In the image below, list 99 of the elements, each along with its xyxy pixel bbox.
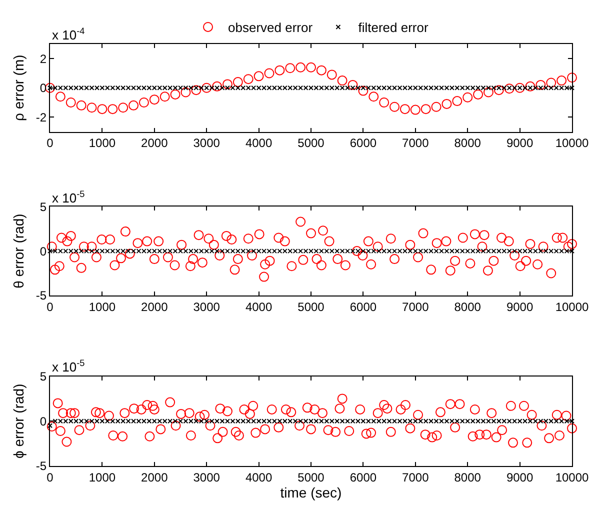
point	[556, 76, 567, 86]
x-tick-label: 10000	[555, 136, 590, 150]
point	[473, 89, 484, 100]
point	[348, 80, 358, 90]
x-tick-label: 9000	[506, 300, 534, 314]
point	[525, 81, 536, 92]
x-tick-label: 2000	[141, 136, 168, 150]
x-tick-label: 3000	[193, 300, 220, 314]
point	[326, 70, 337, 80]
y-tick-label: -2	[36, 110, 47, 124]
x-tick-label: 6000	[350, 300, 377, 314]
x-tick-label: 7000	[402, 300, 430, 314]
text: x 10$^{-5}$	[52, 189, 85, 206]
y-axis-title: ϕ error (rad)	[10, 384, 27, 459]
y-tick-label: 0	[40, 244, 47, 258]
x-tick-label: 5000	[298, 300, 325, 314]
x-tick-label: 2000	[141, 300, 168, 314]
x-tick-label: 8000	[454, 300, 482, 314]
point	[296, 62, 306, 72]
point	[222, 79, 232, 90]
x-tick-label: 3000	[193, 470, 220, 484]
point	[368, 92, 379, 102]
x-tick-label: 1000	[88, 470, 116, 484]
y-tick-label: -5	[36, 459, 47, 474]
point	[170, 89, 180, 100]
point	[45, 82, 55, 93]
point	[431, 102, 442, 112]
x-tick-label: 2000	[141, 470, 168, 484]
x-tick-label: 8000	[454, 136, 482, 150]
point	[118, 102, 128, 113]
point	[232, 77, 243, 88]
x-tick-label: 3000	[193, 136, 220, 150]
y-tick-label: 0	[40, 414, 47, 428]
point	[494, 85, 504, 96]
y-tick-label: -5	[36, 288, 47, 303]
x-tick-label: 9000	[506, 470, 534, 484]
point	[567, 72, 577, 83]
point	[442, 98, 452, 109]
point	[212, 81, 222, 92]
point	[202, 82, 212, 93]
point	[138, 98, 149, 108]
y-tick-label: 2	[40, 52, 47, 66]
point	[420, 104, 431, 114]
x-tick-label: 6000	[350, 470, 377, 484]
y-tick-label: 5	[40, 369, 47, 384]
point	[390, 102, 400, 112]
point	[483, 87, 494, 98]
point	[128, 100, 139, 110]
point	[306, 62, 316, 72]
point	[462, 92, 473, 102]
point	[514, 82, 525, 93]
text: x 10$^{-5}$	[52, 358, 85, 374]
point	[546, 78, 556, 88]
x-tick-label: 10000	[555, 470, 590, 484]
x-tick-label: 5000	[298, 470, 325, 484]
point	[504, 84, 514, 94]
point	[66, 98, 76, 108]
y-tick-label: 0	[40, 81, 47, 96]
point	[191, 85, 202, 96]
point	[180, 87, 191, 98]
point	[410, 104, 420, 115]
x-tick-label: 10000	[555, 300, 590, 314]
x-tick-label: 4000	[245, 136, 272, 150]
point	[254, 71, 264, 82]
x-tick-label: 8000	[454, 470, 482, 484]
y-axis-title: ρ error (m)	[10, 54, 27, 122]
x-tick-label: 1000	[88, 136, 116, 150]
point	[55, 92, 66, 102]
y-axis-title: θ error (rad)	[10, 214, 27, 288]
point	[358, 86, 368, 96]
x-tick-label: 5000	[298, 136, 325, 150]
point	[264, 68, 274, 78]
point	[337, 76, 348, 86]
point	[149, 94, 160, 105]
x-tick-label: 9000	[506, 136, 534, 150]
point	[76, 100, 86, 110]
x-tick-label: 6000	[350, 136, 377, 150]
point	[285, 63, 296, 74]
point	[274, 65, 285, 76]
point	[243, 74, 254, 84]
legend-label: observed error	[228, 20, 314, 36]
point	[316, 65, 326, 76]
x-tick-label: 4000	[245, 470, 272, 484]
text: x 10$^{-4}$	[52, 26, 85, 42]
x-tick-label: 1000	[88, 300, 116, 314]
point	[379, 98, 390, 108]
point	[160, 92, 170, 102]
point	[400, 104, 410, 114]
x-tick-label: 4000	[245, 300, 272, 314]
x-axis-title: time (sec)	[280, 484, 342, 501]
point	[108, 104, 118, 114]
x-tick-label: 7000	[402, 136, 430, 150]
point	[536, 80, 546, 90]
point	[452, 96, 462, 106]
point	[86, 102, 97, 113]
y-tick-label: 5	[40, 200, 47, 214]
x-tick-label: 7000	[402, 470, 430, 484]
legend-label: filtered error	[358, 20, 429, 36]
point	[97, 104, 108, 114]
